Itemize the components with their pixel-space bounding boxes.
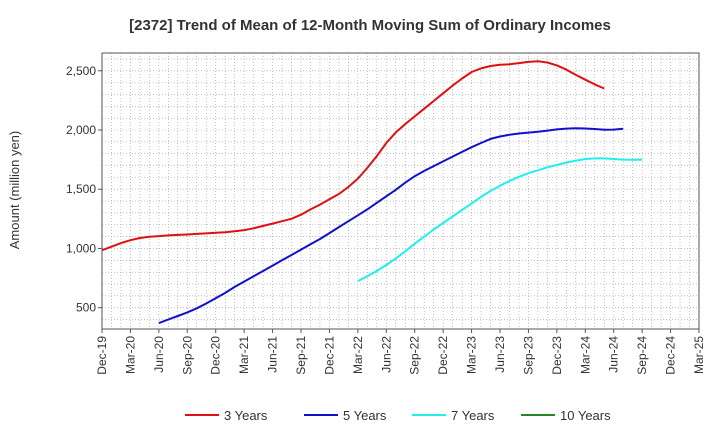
x-tick-label: Mar-20: [123, 336, 137, 374]
y-tick-label: 1,000: [66, 241, 96, 255]
series-line-3-years: [101, 60, 605, 252]
y-tick-label: 500: [76, 301, 96, 315]
x-tick-label: Jun-21: [266, 336, 280, 373]
x-tick-label: Dec-20: [209, 336, 223, 375]
x-tick-label: Sep-24: [635, 336, 649, 375]
x-tick-label: Jun-24: [607, 336, 621, 373]
y-tick-label: 1,500: [66, 182, 96, 196]
y-tick-label: 2,000: [66, 123, 96, 137]
plot-area: [102, 53, 699, 329]
series-line-7-years: [357, 157, 643, 282]
y-axis-label: Amount (million yen): [7, 131, 22, 250]
grid: [102, 53, 699, 329]
x-tick-label: Dec-21: [322, 336, 336, 375]
x-tick-label: Mar-23: [465, 336, 479, 374]
x-tick-label: Jun-20: [152, 336, 166, 373]
legend-label-3-years: 3 Years: [224, 408, 268, 423]
x-tick-label: Sep-22: [408, 336, 422, 375]
legend-label-7-years: 7 Years: [451, 408, 495, 423]
legend-label-10-years: 10 Years: [560, 408, 611, 423]
x-tick-label: Mar-22: [351, 336, 365, 374]
plot-frame: [101, 52, 700, 330]
x-tick-label: Dec-24: [664, 336, 678, 375]
x-tick-label: Dec-19: [95, 336, 109, 375]
y-tick-label: 2,500: [66, 64, 96, 78]
x-tick-label: Mar-24: [578, 336, 592, 374]
legend: 3 Years 5 Years 7 Years 10 Years: [185, 408, 611, 423]
x-tick-label: Mar-21: [237, 336, 251, 374]
x-tick-label: Dec-23: [550, 336, 564, 375]
series-line-5-years: [158, 127, 624, 325]
legend-label-5-years: 5 Years: [343, 408, 387, 423]
x-tick-label: Mar-25: [692, 336, 706, 374]
chart-title: [2372] Trend of Mean of 12-Month Moving …: [129, 17, 611, 34]
series-layer: [101, 60, 643, 325]
x-tick-label: Jun-22: [379, 336, 393, 373]
y-axis: 500 1,000 1,500 2,000 2,500: [66, 64, 102, 315]
x-tick-label: Dec-22: [436, 336, 450, 375]
x-tick-label: Sep-21: [294, 336, 308, 375]
x-tick-label: Sep-23: [521, 336, 535, 375]
x-tick-label: Jun-23: [493, 336, 507, 373]
x-tick-label: Sep-20: [180, 336, 194, 375]
x-axis: Dec-19 Mar-20 Jun-20 Sep-20 Dec-20 Mar-21 Jun-…: [95, 329, 706, 375]
